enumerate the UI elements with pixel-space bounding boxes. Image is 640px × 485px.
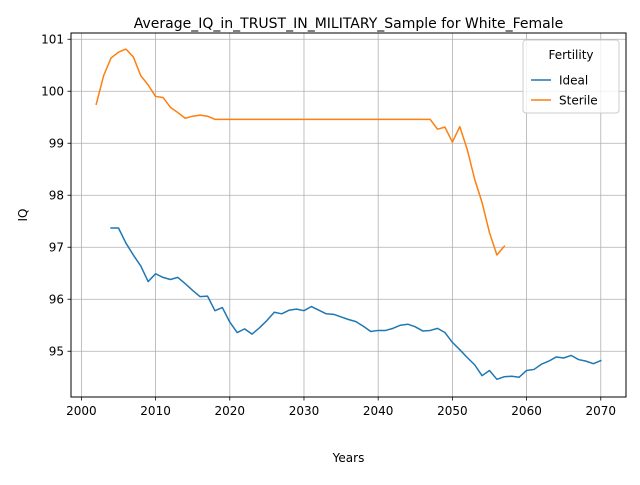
x-tick-label: 2040 — [363, 404, 394, 418]
x-tick-label: 2060 — [511, 404, 542, 418]
series-lines — [95, 48, 602, 381]
x-tick-label: 2010 — [140, 404, 171, 418]
y-axis-label: IQ — [16, 209, 30, 222]
x-axis-label: Years — [332, 451, 365, 465]
axis-ticks: 2000 2010 2020 2030 2040 2050 2060 2070 95 96 97 98… — [41, 33, 616, 418]
y-tick-label: 96 — [49, 293, 64, 307]
y-tick-label: 98 — [49, 189, 64, 203]
series-line-sterile — [95, 48, 506, 256]
x-tick-label: 2020 — [215, 404, 246, 418]
y-tick-label: 99 — [49, 137, 64, 151]
chart-title: Average_IQ_in_TRUST_IN_MILITARY_Sample f… — [134, 16, 564, 32]
plot-frame — [70, 32, 627, 398]
x-tick-label: 2050 — [437, 404, 468, 418]
legend: Fertility Ideal Sterile — [522, 39, 620, 114]
y-tick-label: 95 — [49, 345, 64, 359]
legend-label-sterile: Sterile — [559, 94, 598, 108]
legend-box — [522, 39, 620, 114]
legend-title: Fertility — [548, 48, 593, 62]
y-tick-label: 100 — [41, 85, 64, 99]
x-tick-label: 2000 — [66, 404, 97, 418]
legend-label-ideal: Ideal — [559, 74, 588, 88]
x-tick-label: 2070 — [585, 404, 616, 418]
y-tick-label: 97 — [49, 241, 64, 255]
series-line-ideal — [110, 227, 602, 381]
y-tick-label: 101 — [41, 33, 64, 47]
x-tick-label: 2030 — [289, 404, 320, 418]
